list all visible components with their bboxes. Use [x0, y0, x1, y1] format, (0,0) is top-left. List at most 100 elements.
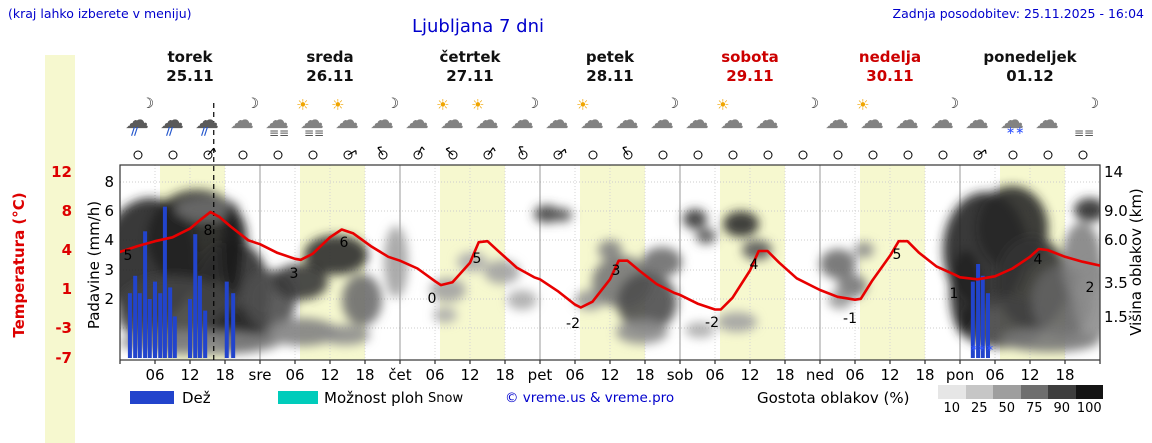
- rain-icon: //: [166, 125, 173, 138]
- copyright-link[interactable]: © vreme.us & vreme.pro: [505, 390, 675, 406]
- cloud-blob: [696, 228, 716, 244]
- temperature-value-label: 8: [204, 223, 213, 239]
- x-tick-label: sob: [666, 366, 694, 384]
- weather-icon-slot: ☽ ☁: [365, 96, 400, 143]
- cloud-blob: [616, 320, 668, 344]
- scale-segment: [1075, 385, 1103, 399]
- cloud-icon: ☁: [230, 106, 254, 134]
- moon-icon: ☽: [666, 96, 679, 112]
- wind-symbol: [308, 150, 317, 160]
- temperature-value-label: 4: [750, 257, 759, 273]
- weather-icon-slot: ☁: [680, 99, 715, 143]
- wind-symbol: [903, 150, 912, 160]
- cloud-icon: ☁: [440, 106, 464, 134]
- temp-axis-title: Temperatura (°C): [10, 192, 28, 338]
- wind-circle: [728, 150, 737, 160]
- wind-calm-icon: [750, 144, 785, 164]
- wind-circle: [273, 150, 282, 160]
- wind-barb-icon: [960, 144, 995, 164]
- wind-symbol: [133, 150, 142, 160]
- last-update-label: Zadnja posodobitev: 25.11.2025 - 16:04: [892, 6, 1144, 21]
- cloud-icon: ☁: [265, 106, 289, 134]
- sun-icon: ☀: [436, 96, 450, 114]
- wind-shaft: [376, 147, 383, 156]
- moon-icon: ☽: [386, 96, 399, 112]
- wind-circle: [763, 150, 772, 160]
- cloud-icon: ☁: [580, 106, 604, 134]
- rain-bar: [980, 275, 985, 358]
- day-date: 28.11: [586, 67, 634, 85]
- temperature-value-label: 3: [612, 263, 621, 279]
- cloud-icon: ☁: [545, 106, 569, 134]
- weather-icon-slot: ☁ ≡≡: [260, 99, 295, 143]
- cloud-icon: ☁: [615, 106, 639, 134]
- cloud-icon: ☁: [405, 106, 429, 134]
- cloud-blob: [484, 260, 520, 284]
- wind-shaft: [445, 148, 453, 156]
- day-header: sreda 26.11: [260, 48, 400, 86]
- rain-swatch: [130, 391, 174, 404]
- plot-border: [119, 164, 1101, 361]
- temperature-value-label: -2: [566, 316, 580, 332]
- sun-icon: ☀: [296, 96, 310, 114]
- day-name: nedelja: [858, 48, 922, 66]
- cloud-icon: ☁: [860, 106, 884, 134]
- fog-icon: ≡≡: [1074, 126, 1095, 140]
- weather-icon-slot: ☽ ☁: [225, 97, 260, 143]
- day-date: 27.11: [446, 67, 494, 85]
- temperature-value-label: 2: [1086, 280, 1095, 296]
- cloud-icon: ☁: [335, 106, 359, 134]
- precip-tick-label: 4: [104, 231, 114, 249]
- wind-symbol: [798, 150, 807, 160]
- wind-circle: [833, 150, 842, 160]
- wind-symbol: [728, 150, 737, 160]
- wind-shaft: [557, 148, 565, 156]
- shower-legend-label: Možnost ploh: [324, 389, 424, 407]
- rain-bar: [143, 231, 148, 358]
- weather-icon-slot: ☀ ☁: [855, 96, 890, 143]
- weather-icon-slot: ☀ ☁: [470, 98, 505, 143]
- wind-symbol: [273, 150, 282, 160]
- weather-icon-slot: ☁: [540, 99, 575, 143]
- x-tick-label: 12: [180, 366, 200, 384]
- wind-barb: [492, 147, 496, 152]
- wind-circle: [308, 150, 317, 160]
- wind-barb: [984, 149, 987, 154]
- day-name: sobota: [721, 48, 779, 66]
- cloud-tick-label: 3.5: [1104, 274, 1128, 292]
- wind-calm-icon: [925, 144, 960, 164]
- wind-circle: [588, 150, 597, 160]
- wind-calm-icon: [645, 144, 680, 164]
- day-name: sreda: [306, 48, 354, 66]
- rain-bar: [162, 206, 167, 358]
- cloud-icon: ☁: [685, 106, 709, 134]
- cloud-icon: ☁: [125, 106, 149, 134]
- wind-symbol: [376, 146, 387, 160]
- wind-symbol: [1043, 150, 1052, 160]
- temperature-value-label: 4: [1034, 252, 1043, 268]
- day-header: torek 25.11: [120, 48, 260, 86]
- wind-circle: [133, 150, 142, 160]
- x-tick-label: pon: [945, 366, 975, 384]
- cloud-tick-label: 1.5: [1104, 308, 1128, 326]
- cloud-blob: [320, 325, 370, 345]
- cloud-icon: ☁: [930, 106, 954, 134]
- rain-icon: //: [131, 125, 138, 138]
- x-tick-label: 18: [1055, 366, 1075, 384]
- wind-shaft: [487, 147, 494, 156]
- wind-calm-icon: [575, 144, 610, 164]
- weather-icon-slot: ☁ ∗∗: [995, 99, 1030, 143]
- cloud-icon: ☁: [370, 106, 394, 134]
- temp-tick-label: 8: [62, 202, 72, 220]
- wind-shaft: [347, 149, 356, 156]
- cloud-density-label: Gostota oblakov (%): [757, 389, 910, 407]
- cloud-blob: [433, 307, 457, 323]
- sun-icon: ☀: [856, 96, 870, 114]
- cloud-icon: ☁: [650, 106, 674, 134]
- scale-segment: [993, 385, 1021, 399]
- weather-icon-slot: ☁: [400, 99, 435, 143]
- page-title: Ljubljana 7 dni: [411, 16, 545, 37]
- weather-icon-slot: ☁: [890, 99, 925, 143]
- day-header: ponedeljek 01.12: [960, 48, 1100, 86]
- scale-number: 100: [1076, 401, 1102, 416]
